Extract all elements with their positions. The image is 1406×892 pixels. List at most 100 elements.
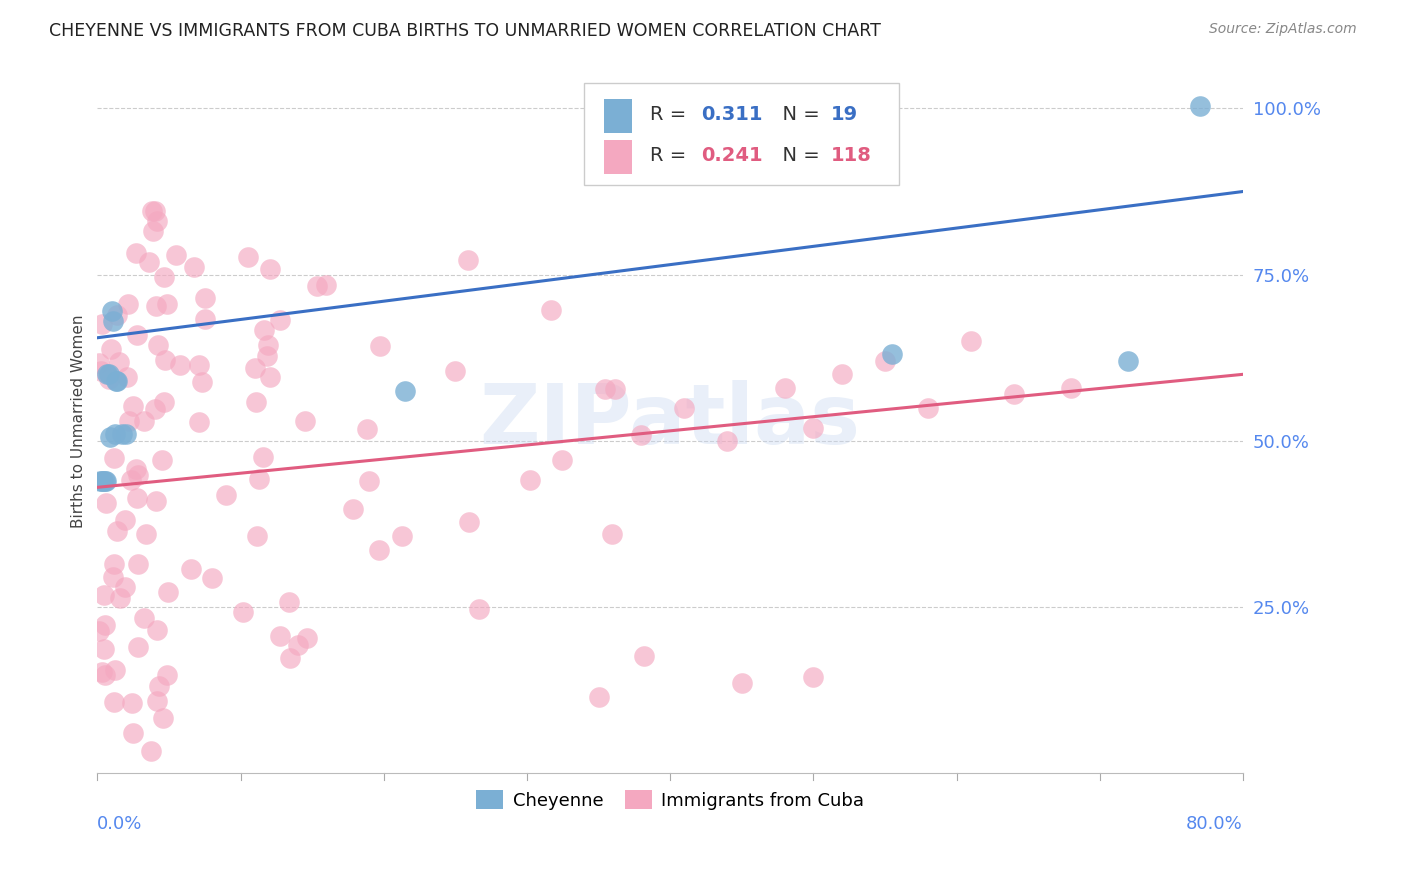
Point	[882, 347, 904, 361]
Point	[153, 395, 176, 409]
Point	[132, 611, 155, 625]
Point	[917, 401, 939, 415]
Point	[191, 375, 214, 389]
Point	[91, 665, 114, 679]
Point	[90, 364, 112, 378]
Point	[152, 710, 174, 724]
Point	[183, 260, 205, 275]
Point	[145, 493, 167, 508]
Point	[93, 588, 115, 602]
Point	[215, 488, 238, 502]
Point	[960, 334, 983, 348]
Point	[593, 382, 616, 396]
Point	[103, 427, 125, 442]
Point	[132, 414, 155, 428]
Point	[101, 314, 124, 328]
Point	[97, 368, 120, 382]
Point	[114, 581, 136, 595]
Point	[294, 414, 316, 428]
Point	[115, 370, 138, 384]
Text: R =: R =	[650, 105, 692, 124]
Point	[94, 668, 117, 682]
Point	[605, 382, 627, 396]
Point	[165, 247, 187, 261]
Point	[468, 602, 491, 616]
Text: 0.311: 0.311	[702, 105, 762, 124]
Point	[731, 676, 754, 690]
Point	[135, 526, 157, 541]
Point	[89, 624, 111, 639]
Point	[1118, 354, 1140, 368]
Point	[91, 474, 114, 488]
Point	[194, 291, 217, 305]
Point	[716, 434, 738, 448]
Text: ZIPatlas: ZIPatlas	[479, 380, 860, 461]
Point	[122, 399, 145, 413]
Point	[256, 337, 278, 351]
Point	[368, 543, 391, 558]
Point	[89, 474, 111, 488]
Point	[773, 381, 796, 395]
Point	[89, 356, 111, 370]
Point	[146, 694, 169, 708]
Point	[124, 462, 146, 476]
Point	[117, 296, 139, 310]
Text: Source: ZipAtlas.com: Source: ZipAtlas.com	[1209, 22, 1357, 37]
Point	[356, 422, 378, 436]
Point	[269, 312, 291, 326]
Point	[146, 338, 169, 352]
Point	[245, 395, 267, 409]
Point	[115, 427, 138, 442]
Point	[127, 557, 149, 571]
Point	[114, 513, 136, 527]
Point	[108, 355, 131, 369]
Point	[633, 648, 655, 663]
Point	[247, 472, 270, 486]
Point	[169, 359, 191, 373]
Point	[188, 358, 211, 372]
Point	[100, 342, 122, 356]
Point	[153, 270, 176, 285]
Point	[253, 322, 276, 336]
Point	[100, 304, 122, 318]
Point	[201, 570, 224, 584]
Point	[551, 453, 574, 467]
Point	[142, 224, 165, 238]
Point	[94, 474, 117, 488]
Text: 80.0%: 80.0%	[1187, 815, 1243, 833]
Point	[146, 623, 169, 637]
Point	[93, 642, 115, 657]
Point	[105, 308, 128, 322]
Point	[103, 557, 125, 571]
Point	[103, 451, 125, 466]
Point	[156, 297, 179, 311]
Point	[1002, 387, 1025, 401]
Point	[103, 695, 125, 709]
Point	[600, 527, 623, 541]
Point	[141, 204, 163, 219]
FancyBboxPatch shape	[585, 83, 900, 185]
Point	[145, 299, 167, 313]
Point	[243, 360, 266, 375]
Point	[394, 384, 416, 398]
Text: CHEYENNE VS IMMIGRANTS FROM CUBA BIRTHS TO UNMARRIED WOMEN CORRELATION CHART: CHEYENNE VS IMMIGRANTS FROM CUBA BIRTHS …	[49, 22, 882, 40]
Point	[98, 430, 121, 444]
Point	[141, 744, 163, 758]
Point	[232, 605, 254, 619]
Point	[94, 618, 117, 632]
FancyBboxPatch shape	[603, 99, 633, 133]
Point	[259, 370, 281, 384]
Point	[831, 368, 853, 382]
Point	[673, 401, 696, 415]
Point	[148, 680, 170, 694]
Point	[297, 631, 319, 645]
Point	[315, 277, 337, 292]
Text: N =: N =	[770, 105, 825, 124]
Point	[156, 667, 179, 681]
Point	[101, 570, 124, 584]
Point	[269, 629, 291, 643]
Text: 118: 118	[831, 145, 872, 165]
Text: 19: 19	[831, 105, 858, 124]
Point	[588, 690, 610, 704]
FancyBboxPatch shape	[603, 140, 633, 174]
